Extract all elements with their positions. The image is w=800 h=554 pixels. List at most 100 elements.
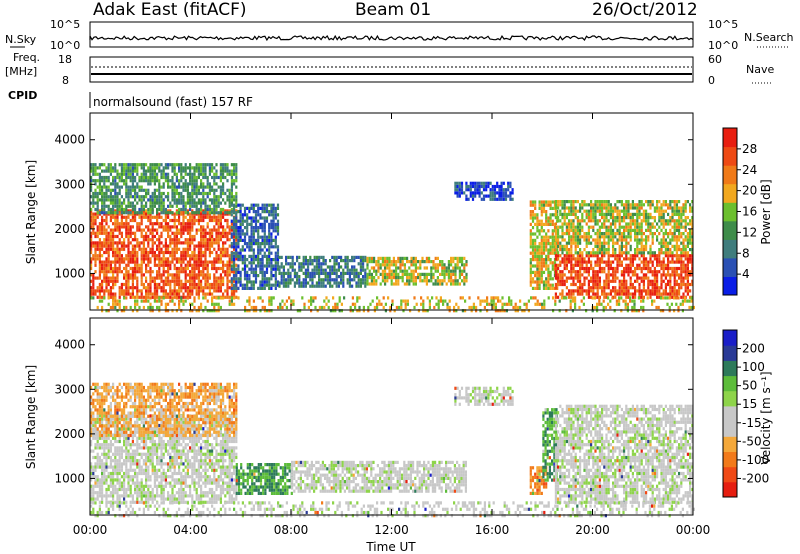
scatter-region xyxy=(454,181,514,201)
colorbar-segment xyxy=(723,451,737,468)
colorbar-tick-label: 12 xyxy=(742,225,757,239)
nave-tick-high: 60 xyxy=(708,53,722,66)
colorbar-tick-label: 16 xyxy=(742,205,757,219)
colorbar-tick-label: 100 xyxy=(742,360,765,374)
scatter-region xyxy=(278,255,367,288)
colorbar-segment xyxy=(723,390,737,407)
freq-panel xyxy=(89,56,694,83)
colorbar-segment xyxy=(723,202,737,222)
scatter-region xyxy=(90,163,238,215)
nave-label: Nave xyxy=(746,63,774,76)
colorbar-segment xyxy=(723,375,737,392)
colorbar-tick-label: 20 xyxy=(742,184,757,198)
colorbar-segment xyxy=(723,276,737,296)
colorbar-tick-label: -50 xyxy=(742,434,762,448)
y-tick-label: 1000 xyxy=(54,266,85,280)
velocity-yticks: 1000 2000 3000 4000 xyxy=(54,338,693,485)
scatter-region xyxy=(529,200,559,290)
cpid-value: normalsound (fast) 157 RF xyxy=(93,95,253,109)
colorbar-segment xyxy=(723,481,737,498)
radar-title: Adak East (fitACF) xyxy=(93,0,247,20)
colorbar-segment xyxy=(723,128,737,148)
x-axis-ticks: 00:00 04:00 08:00 12:00 16:00 20:00 00:00 xyxy=(73,113,711,537)
x-tick-label: 00:00 xyxy=(73,523,108,537)
date-title: 26/Oct/2012 xyxy=(592,0,698,20)
colorbar-segment xyxy=(723,165,737,185)
power-heatmap xyxy=(90,163,695,313)
y-tick-label: 3000 xyxy=(54,177,85,191)
scatter-region xyxy=(291,460,467,493)
x-tick-label: 00:00 xyxy=(676,523,711,537)
colorbar-tick-label: 8 xyxy=(742,246,750,260)
power-colorbar-label: Power [dB] xyxy=(759,179,773,244)
velocity-colorbar: 200 100 50 15 -15 -50 -100 -200 xyxy=(722,329,769,498)
scatter-region xyxy=(235,463,293,495)
colorbar-segment xyxy=(723,360,737,377)
colorbar-tick-label: 50 xyxy=(742,379,757,393)
nsky-tick-low: 10^0 xyxy=(50,39,80,52)
colorbar-segment xyxy=(723,220,737,240)
freq-unit: [MHz] xyxy=(5,65,37,78)
power-colorbar: 28 24 20 16 12 8 4 xyxy=(722,127,757,296)
beam-title: Beam 01 xyxy=(355,0,431,20)
freq-tick-high: 18 xyxy=(58,53,72,66)
x-axis-label: Time UT xyxy=(365,540,416,554)
colorbar-tick-label: -200 xyxy=(742,471,769,485)
nsearch-label: N.Search xyxy=(744,31,794,44)
scatter-region xyxy=(554,254,694,299)
y-tick-label: 3000 xyxy=(54,382,85,396)
noise-trace xyxy=(89,34,694,42)
power-ylabel: Slant Range [km] xyxy=(24,160,38,264)
colorbar-segment xyxy=(723,405,737,422)
x-tick-label: 20:00 xyxy=(575,523,610,537)
nsearch-tick-low: 10^0 xyxy=(708,39,738,52)
noise-panel xyxy=(89,21,694,48)
velocity-ylabel: Slant Range [km] xyxy=(24,365,38,469)
scatter-region xyxy=(554,200,694,255)
colorbar-tick-label: 15 xyxy=(742,397,757,411)
y-tick-label: 2000 xyxy=(54,222,85,236)
colorbar-tick-label: 200 xyxy=(742,342,765,356)
x-tick-label: 04:00 xyxy=(173,523,208,537)
colorbar-tick-label: -100 xyxy=(742,453,769,467)
cpid-label: CPID xyxy=(8,89,37,102)
scatter-region xyxy=(366,256,468,286)
colorbar-segment xyxy=(723,421,737,437)
colorbar-segment xyxy=(723,183,737,203)
colorbar-segment xyxy=(723,239,737,259)
colorbar-segment xyxy=(723,330,737,346)
power-yticks: 1000 2000 3000 4000 xyxy=(54,133,693,280)
y-tick-label: 2000 xyxy=(54,427,85,441)
freq-label: Freq. xyxy=(13,51,40,64)
scatter-region xyxy=(90,296,695,313)
x-tick-label: 08:00 xyxy=(274,523,309,537)
colorbar-tick-label: 24 xyxy=(742,163,757,177)
nsearch-tick-high: 10^5 xyxy=(708,18,738,31)
nave-tick-low: 0 xyxy=(708,74,715,87)
colorbar-segment xyxy=(723,436,737,452)
colorbar-segment xyxy=(723,466,737,483)
scatter-region xyxy=(454,386,514,406)
colorbar-tick-label: 4 xyxy=(742,267,750,281)
scatter-region xyxy=(230,203,280,290)
colorbar-tick-label: 28 xyxy=(742,142,757,156)
scatter-region xyxy=(554,404,694,504)
y-tick-label: 4000 xyxy=(54,133,85,147)
scatter-region xyxy=(90,382,238,438)
nsky-tick-high: 10^5 xyxy=(50,18,80,31)
y-tick-label: 4000 xyxy=(54,338,85,352)
colorbar-segment xyxy=(723,345,737,361)
freq-tick-low: 8 xyxy=(62,74,69,87)
colorbar-segment xyxy=(723,257,737,277)
velocity-colorbar-label: Velocity [m s⁻¹] xyxy=(759,371,773,464)
scatter-region xyxy=(529,466,548,495)
noise-line xyxy=(89,34,694,42)
x-tick-label: 16:00 xyxy=(475,523,510,537)
nsky-label: N.Sky xyxy=(5,33,37,46)
colorbar-tick-label: -15 xyxy=(742,416,762,430)
scatter-region xyxy=(90,209,238,299)
x-tick-label: 12:00 xyxy=(374,523,409,537)
velocity-heatmap xyxy=(90,382,695,518)
colorbar-segment xyxy=(723,146,737,166)
